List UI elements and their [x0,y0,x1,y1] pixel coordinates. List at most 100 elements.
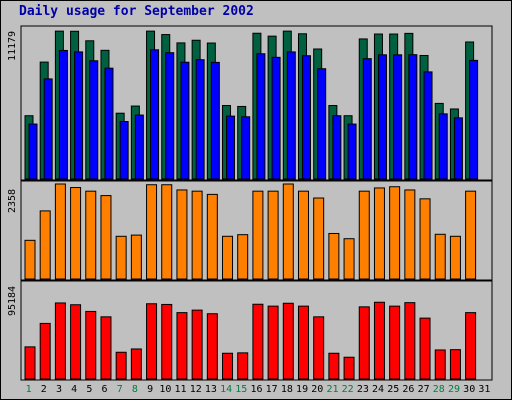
bar-kbytes-1 [419,317,431,380]
bar-kbytes-1 [222,352,234,380]
bar-sites-1 [373,187,385,280]
bar-sites-1 [404,189,416,280]
bar-hits-pages-2 [28,123,38,180]
bar-sites-1 [465,190,477,280]
bar-kbytes-1 [328,352,340,380]
bar-kbytes-1 [252,303,264,380]
day-label: 12 [190,384,202,395]
bar-sites-1 [389,186,401,280]
day-label: 16 [250,384,262,395]
day-label: 17 [266,384,278,395]
bar-hits-pages-2 [180,61,190,180]
bar-sites-1 [24,239,36,280]
day-label: 31 [478,384,490,395]
bar-kbytes-1 [297,305,309,380]
bar-kbytes-1 [358,306,370,380]
bar-kbytes-1 [465,312,477,380]
bar-kbytes-1 [206,313,218,380]
bar-hits-pages-2 [165,52,175,180]
bar-hits-pages-2 [150,49,160,180]
bar-hits-pages-2 [104,67,114,180]
bar-kbytes-1 [146,303,158,380]
bar-sites-1 [176,189,188,280]
bar-kbytes-1 [100,316,112,380]
day-label: 1 [26,384,32,395]
bar-hits-pages-2 [469,59,479,180]
chart-title: Daily usage for September 2002 [19,4,254,19]
day-label: 10 [159,384,171,395]
bar-sites-1 [54,183,66,280]
bar-hits-pages-2 [89,60,99,180]
day-label: 23 [357,384,369,395]
bar-sites-1 [85,190,97,280]
bar-hits-pages-2 [347,123,357,180]
day-label: 13 [205,384,217,395]
bar-sites-1 [343,238,355,280]
bar-hits-pages-2 [74,51,84,180]
bar-kbytes-1 [54,302,66,380]
bar-hits-pages-2 [393,54,403,180]
bar-kbytes-1 [282,302,294,380]
bar-kbytes-1 [343,356,355,380]
bar-sites-1 [100,195,112,280]
bar-kbytes-1 [85,310,97,380]
day-label: 29 [448,384,460,395]
bar-sites-1 [130,234,142,280]
bar-kbytes-1 [389,305,401,380]
day-label: 8 [132,384,138,395]
day-label: 4 [71,384,77,395]
bar-kbytes-1 [130,348,142,380]
bar-hits-pages-2 [210,61,220,180]
day-label: 25 [387,384,399,395]
day-label: 3 [56,384,62,395]
bar-hits-pages-2 [332,115,342,180]
bar-sites-1 [222,235,234,280]
bar-kbytes-1 [161,303,173,380]
bar-hits-pages-2 [362,58,372,180]
bar-hits-pages-2 [195,59,205,180]
bar-hits-pages-2 [226,115,236,180]
day-label: 26 [402,384,414,395]
bar-sites-1 [70,187,82,280]
bar-sites-1 [191,190,203,280]
bar-sites-1 [419,198,431,280]
bar-kbytes-1 [449,349,461,380]
bar-sites-1 [297,190,309,280]
bar-hits-pages-2 [408,54,418,180]
panel-max-label: 11179 [7,31,18,61]
bar-sites-1 [146,184,158,280]
bar-hits-pages-2 [241,116,251,180]
day-label: 9 [147,384,153,395]
day-label: 7 [117,384,123,395]
bar-hits-pages-2 [119,121,129,180]
bar-hits-pages-2 [438,113,448,180]
day-label: 15 [235,384,247,395]
day-label: 27 [418,384,430,395]
bar-hits-pages-2 [301,55,311,180]
bar-kbytes-1 [24,346,36,380]
bar-hits-pages-2 [256,53,266,180]
bar-sites-1 [206,193,218,280]
bar-kbytes-1 [176,312,188,380]
bar-kbytes-1 [434,349,446,380]
day-label: 19 [296,384,308,395]
day-label: 2 [41,384,47,395]
bar-kbytes-1 [313,316,325,380]
bar-sites-1 [434,233,446,280]
day-label: 20 [311,384,323,395]
bar-sites-1 [161,184,173,280]
bar-kbytes-1 [70,304,82,380]
bar-sites-1 [358,190,370,280]
day-label: 21 [326,384,338,395]
day-label: 14 [220,384,232,395]
bar-kbytes-1 [373,301,385,380]
bar-hits-pages-2 [423,71,433,180]
bar-kbytes-1 [115,351,127,380]
panel-max-label: 2358 [7,189,18,213]
bar-hits-pages-2 [43,78,53,180]
bar-hits-pages-2 [271,56,281,180]
bar-kbytes-1 [191,309,203,380]
bar-sites-1 [267,190,279,280]
